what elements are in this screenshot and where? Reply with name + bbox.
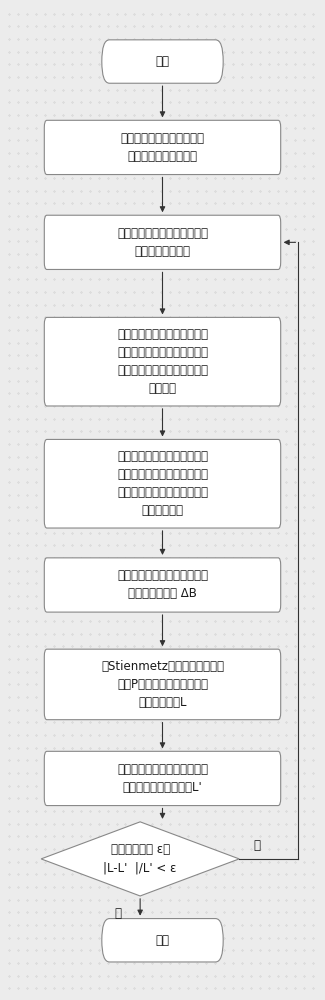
Text: 开始: 开始 bbox=[155, 55, 170, 68]
FancyBboxPatch shape bbox=[44, 317, 281, 406]
Text: 设定误差标准 ε，
|L-L'  |/L' < ε: 设定误差标准 ε， |L-L' |/L' < ε bbox=[103, 843, 177, 874]
FancyBboxPatch shape bbox=[44, 558, 281, 612]
Text: 结束: 结束 bbox=[155, 934, 170, 947]
Text: 求得电感磁芯在一个周期内磁
感应强度的振幅 ΔB: 求得电感磁芯在一个周期内磁 感应强度的振幅 ΔB bbox=[117, 569, 208, 600]
FancyBboxPatch shape bbox=[44, 649, 281, 720]
Text: 给电感模型施加电压激励，用
二分法确定施加的电压值，使
电感模型中的电流达到设定的
偏置电流: 给电感模型施加电压激励，用 二分法确定施加的电压值，使 电感模型中的电流达到设定… bbox=[117, 328, 208, 395]
FancyBboxPatch shape bbox=[44, 120, 281, 175]
FancyBboxPatch shape bbox=[44, 751, 281, 806]
FancyBboxPatch shape bbox=[102, 40, 223, 83]
Text: 对实际电路中的电感进行测
量，得到电感几何尺寸: 对实际电路中的电感进行测 量，得到电感几何尺寸 bbox=[121, 132, 204, 163]
Polygon shape bbox=[41, 822, 239, 896]
Text: 对电感再次进行网格划分，重
新计算得到磁芯的损耗L': 对电感再次进行网格划分，重 新计算得到磁芯的损耗L' bbox=[117, 763, 208, 794]
Text: 否: 否 bbox=[253, 839, 260, 852]
Text: 用Stienmetz方程计算铁芯损耗
密度P，最终通过求和得到整
个磁芯的损耗L: 用Stienmetz方程计算铁芯损耗 密度P，最终通过求和得到整 个磁芯的损耗L bbox=[101, 660, 224, 709]
FancyBboxPatch shape bbox=[44, 215, 281, 269]
Text: 对电感建立有限元模型，并对
模型进行网格划分: 对电感建立有限元模型，并对 模型进行网格划分 bbox=[117, 227, 208, 258]
Text: 给电感模型施加周期信号，用
二分法确定信号施加的前项占
空比，使电感模型中的电流与
实际电流一致: 给电感模型施加周期信号，用 二分法确定信号施加的前项占 空比，使电感模型中的电流… bbox=[117, 450, 208, 517]
FancyBboxPatch shape bbox=[102, 919, 223, 962]
FancyBboxPatch shape bbox=[44, 439, 281, 528]
Text: 是: 是 bbox=[114, 907, 121, 920]
